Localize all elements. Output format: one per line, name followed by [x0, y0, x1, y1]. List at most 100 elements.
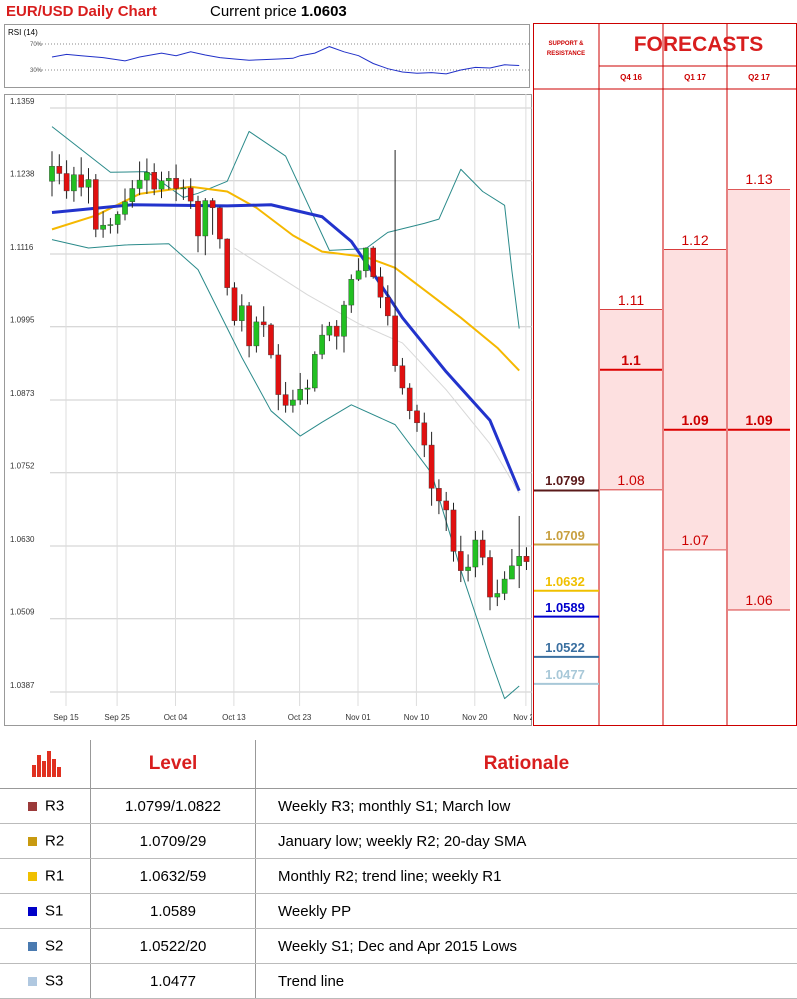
level-code: S1 — [45, 903, 63, 920]
candle-body — [79, 175, 84, 188]
chart-title: EUR/USD Daily Chart — [6, 3, 157, 20]
bar-chart-icon — [0, 741, 90, 781]
forecast-high-label: 1.11 — [599, 292, 663, 308]
rsi-label: RSI (14) — [8, 28, 38, 37]
candle-body — [480, 540, 485, 557]
quarter-q4-16: Q4 16 — [599, 73, 663, 82]
candle-body — [64, 173, 69, 190]
candle-body — [487, 557, 492, 597]
candle-body — [371, 248, 376, 277]
y-tick-label: 1.0630 — [10, 535, 35, 544]
candle-body — [122, 202, 127, 215]
level-code-cell: S3 — [0, 964, 91, 999]
forecast-range — [600, 310, 662, 490]
candle-body — [93, 179, 98, 229]
candle-body — [298, 389, 303, 400]
quarter-q1-17: Q1 17 — [663, 73, 727, 82]
y-tick-label: 1.0387 — [10, 681, 35, 690]
level-code-cell: S1 — [0, 894, 91, 929]
forecasts-title: FORECASTS — [600, 33, 797, 57]
candle-body — [188, 188, 193, 201]
candle-body — [502, 579, 507, 593]
candle-body — [407, 388, 412, 411]
y-tick-label: 1.0509 — [10, 608, 35, 617]
x-tick-label: Nov 10 — [404, 713, 430, 722]
level-code-cell: R3 — [0, 789, 91, 824]
candle-body — [144, 172, 149, 180]
candle-body — [400, 366, 405, 388]
candle-body — [115, 214, 120, 224]
candle-body — [130, 189, 135, 202]
forecast-mid-label: 1.1 — [599, 352, 663, 368]
forecast-range — [664, 250, 726, 550]
candle-body — [283, 395, 288, 406]
level-value: 1.0522/20 — [91, 929, 256, 964]
y-tick-label: 1.0752 — [10, 462, 35, 471]
candle-body — [509, 566, 514, 579]
candle-body — [217, 208, 222, 239]
candle-body — [71, 175, 76, 191]
candle-body — [334, 326, 339, 336]
level-code: R2 — [45, 833, 64, 850]
sr-level-label: 1.0522 — [533, 640, 597, 655]
level-code-cell: R1 — [0, 859, 91, 894]
candle-body — [458, 551, 463, 570]
candle-body — [429, 445, 434, 488]
level-code-cell: R2 — [0, 824, 91, 859]
level-rationale: Trend line — [256, 964, 797, 999]
candle-body — [261, 322, 266, 325]
x-tick-label: Oct 23 — [288, 713, 312, 722]
sr-level-label: 1.0477 — [533, 667, 597, 682]
level-code: R3 — [45, 798, 64, 815]
candle-body — [393, 316, 398, 366]
level-color-swatch — [28, 837, 37, 846]
candle-body — [524, 556, 529, 561]
candle-body — [108, 225, 113, 226]
candle-body — [137, 180, 142, 188]
level-value: 1.0589 — [91, 894, 256, 929]
forecast-grid — [533, 23, 797, 726]
candle-body — [414, 411, 419, 423]
candle-body — [422, 423, 427, 445]
candle-body — [239, 306, 244, 321]
candle-body — [378, 277, 383, 297]
candle-body — [356, 271, 361, 279]
candle-body — [495, 593, 500, 597]
candle-body — [247, 306, 252, 346]
price-label: Current price — [210, 3, 297, 20]
level-rationale: Weekly PP — [256, 894, 797, 929]
x-tick-label: Oct 13 — [222, 713, 246, 722]
candle-body — [312, 354, 317, 388]
level-value: 1.0477 — [91, 964, 256, 999]
candle-body — [181, 188, 186, 189]
candle-body — [451, 510, 456, 551]
x-tick-label: Sep 15 — [53, 713, 79, 722]
candle-body — [341, 305, 346, 336]
forecast-low-label: 1.07 — [663, 532, 727, 548]
candle-body — [444, 501, 449, 510]
sr-level-label: 1.0709 — [533, 528, 597, 543]
forecast-mid-label: 1.09 — [727, 412, 791, 428]
candle-body — [276, 355, 281, 395]
candle-body — [290, 400, 295, 405]
sr-level-label: 1.0799 — [533, 473, 597, 488]
x-tick-label: Nov 20 — [462, 713, 488, 722]
candle-body — [166, 178, 171, 180]
level-color-swatch — [28, 907, 37, 916]
quarter-q2-17: Q2 17 — [727, 73, 791, 82]
level-value: 1.0799/1.0822 — [91, 789, 256, 824]
candle-body — [159, 181, 164, 189]
candle-body — [327, 326, 332, 335]
level-rationale: Weekly S1; Dec and Apr 2015 Lows — [256, 929, 797, 964]
x-tick-label: Nov 29 — [513, 713, 532, 722]
level-value: 1.0709/29 — [91, 824, 256, 859]
forecast-mid-label: 1.09 — [663, 412, 727, 428]
candle-body — [349, 279, 354, 305]
candle-body — [473, 540, 478, 567]
header-level: Level — [91, 740, 256, 789]
level-value: 1.0632/59 — [91, 859, 256, 894]
